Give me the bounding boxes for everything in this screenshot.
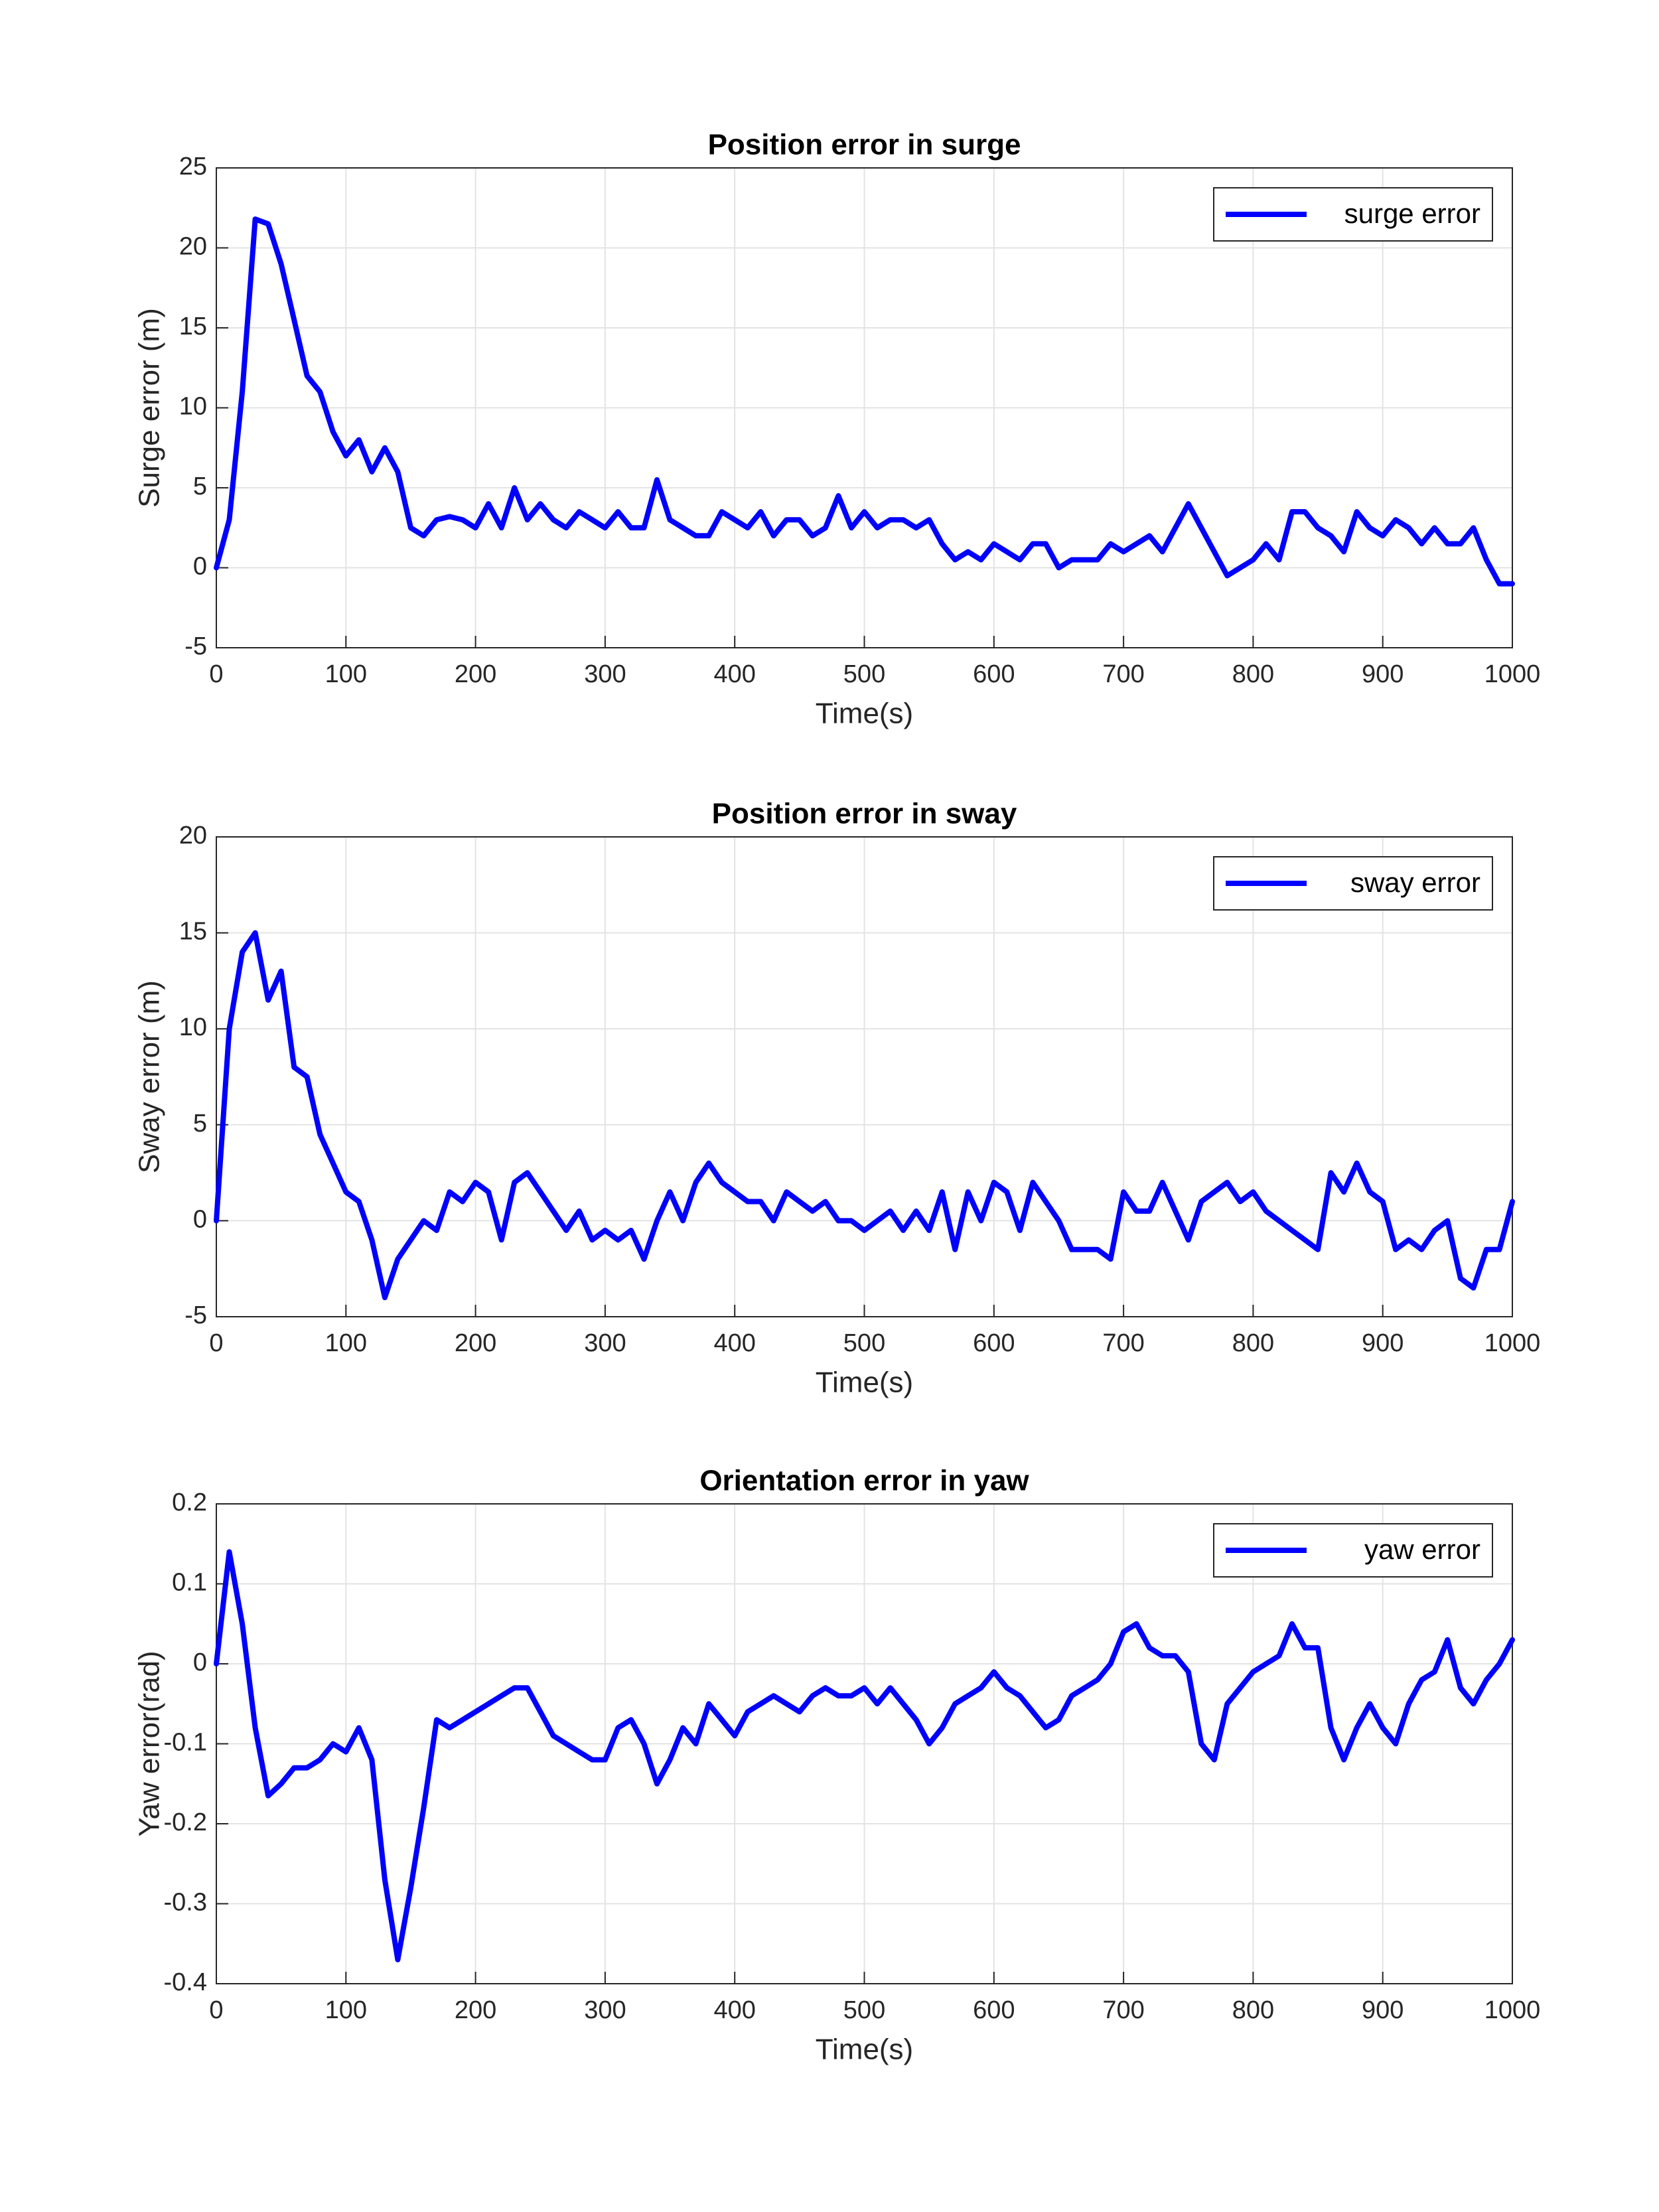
x-tick-label: 600: [973, 1996, 1015, 2024]
y-tick-label: -5: [184, 632, 207, 660]
x-tick-label: 500: [843, 660, 885, 688]
data-line: [214, 216, 1515, 587]
x-tick-label: 700: [1102, 1996, 1144, 2024]
axes-box: [216, 836, 1513, 1317]
y-tick-label: -5: [184, 1301, 207, 1329]
x-tick-label: 400: [713, 1996, 755, 2024]
x-tick-label: 300: [584, 1996, 626, 2024]
data-line: [214, 930, 1515, 1301]
x-tick-label: 800: [1232, 1996, 1274, 2024]
x-tick-label: 900: [1362, 1329, 1404, 1357]
x-tick-label: 500: [843, 1996, 885, 2024]
y-axis-label: Surge error (m): [133, 308, 166, 508]
x-tick-label: 0: [209, 1996, 223, 2024]
x-tick-label: 1000: [1484, 660, 1541, 688]
y-axis-label: Sway error (m): [133, 980, 166, 1173]
y-tick-label: 5: [193, 473, 207, 500]
x-tick-label: 400: [713, 660, 755, 688]
x-tick-label: 100: [325, 660, 367, 688]
x-tick-label: 300: [584, 660, 626, 688]
y-tick-label: 25: [179, 153, 207, 181]
y-tick-label: 0: [193, 1649, 207, 1676]
x-tick-label: 100: [325, 1329, 367, 1357]
x-tick-label: 200: [455, 660, 496, 688]
y-tick-label: -0.1: [164, 1729, 207, 1757]
y-tick-label: -0.3: [164, 1889, 207, 1917]
x-tick-label: 700: [1102, 1329, 1144, 1357]
y-tick-label: 20: [179, 822, 207, 849]
x-tick-label: 100: [325, 1996, 367, 2024]
y-tick-label: 0.1: [172, 1569, 207, 1597]
x-axis-label: Time(s): [816, 2033, 913, 2066]
y-tick-label: 10: [179, 1013, 207, 1041]
x-tick-label: 600: [973, 1329, 1015, 1357]
y-tick-label: 5: [193, 1110, 207, 1138]
x-tick-label: 1000: [1484, 1996, 1541, 2024]
legend-label: yaw error: [1364, 1534, 1480, 1565]
legend-label: surge error: [1344, 198, 1480, 229]
y-tick-label: 0: [193, 1205, 207, 1233]
y-tick-label: 0.2: [172, 1489, 207, 1516]
y-axis-label: Yaw error(rad): [133, 1651, 166, 1836]
axes-box: [216, 167, 1513, 648]
x-tick-label: 800: [1232, 1329, 1274, 1357]
x-tick-label: 300: [584, 1329, 626, 1357]
x-tick-label: 900: [1362, 660, 1404, 688]
x-tick-label: 800: [1232, 660, 1274, 688]
x-axis-label: Time(s): [816, 1366, 913, 1399]
y-tick-label: -0.4: [164, 1968, 207, 1996]
y-tick-label: 0: [193, 553, 207, 581]
x-tick-label: 0: [209, 1329, 223, 1357]
data-line: [214, 1549, 1515, 1962]
chart-title: Orientation error in yaw: [699, 1465, 1029, 1497]
x-tick-label: 1000: [1484, 1329, 1541, 1357]
x-tick-label: 200: [455, 1996, 496, 2024]
y-tick-label: -0.2: [164, 1808, 207, 1836]
x-axis-label: Time(s): [816, 698, 913, 730]
legend-label: sway error: [1350, 867, 1480, 898]
x-tick-label: 400: [713, 1329, 755, 1357]
y-tick-label: 15: [179, 918, 207, 946]
x-tick-label: 200: [455, 1329, 496, 1357]
chart-title: Position error in surge: [708, 129, 1021, 161]
x-tick-label: 600: [973, 660, 1015, 688]
x-tick-label: 700: [1102, 660, 1144, 688]
x-tick-label: 0: [209, 660, 223, 688]
chart-title: Position error in sway: [712, 798, 1017, 830]
y-tick-label: 20: [179, 233, 207, 261]
y-tick-label: 10: [179, 393, 207, 421]
y-tick-label: 15: [179, 313, 207, 340]
x-tick-label: 900: [1362, 1996, 1404, 2024]
x-tick-label: 500: [843, 1329, 885, 1357]
axes-box: [216, 1503, 1513, 1984]
